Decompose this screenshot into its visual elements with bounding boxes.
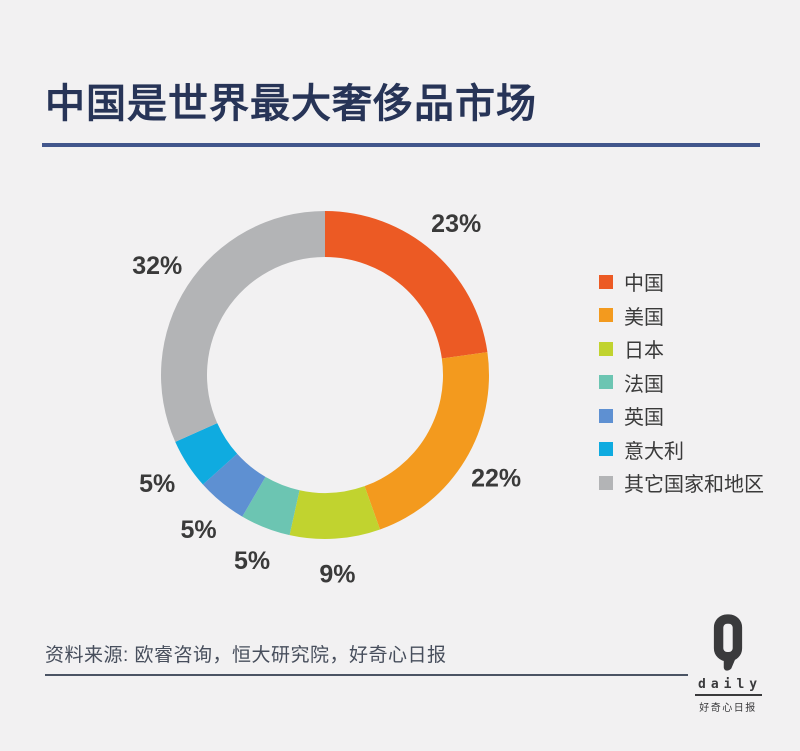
donut-segment-美国: [364, 352, 490, 530]
legend-label: 美国: [624, 306, 664, 329]
donut-segment-意大利: [175, 423, 238, 485]
donut-segment-中国: [325, 211, 488, 359]
legend-swatch-icon: [599, 274, 613, 289]
donut-svg: 23%22%9%5%5%5%32%: [132, 210, 521, 589]
legend-label: 日本: [624, 340, 664, 363]
source-text: 资料来源: 欧睿咨询，恒大研究院，好奇心日报: [45, 645, 447, 666]
legend-swatch-icon: [599, 308, 613, 323]
qdaily-wordmark: daily: [695, 677, 763, 696]
legend-item: 日本: [599, 332, 764, 366]
legend-label: 其它国家和地区: [624, 474, 764, 497]
segment-value-label: 5%: [139, 470, 175, 498]
legend-label: 意大利: [624, 440, 684, 463]
segment-value-label: 23%: [431, 210, 481, 238]
donut-chart: 23% 22% 9% 5% 5% 5% 32%: [105, 155, 545, 595]
legend-label: 英国: [624, 407, 664, 430]
donut-segment-其它国家和地区: [161, 211, 325, 442]
qdaily-caption: 好奇心日报: [699, 703, 757, 714]
title-underline: [42, 143, 760, 147]
legend-item: 美国: [599, 299, 764, 333]
legend-swatch-icon: [599, 442, 613, 457]
legend-item: 意大利: [599, 433, 764, 467]
legend-swatch-icon: [599, 475, 613, 490]
legend-label: 法国: [624, 373, 664, 396]
donut-segment-英国: [202, 453, 266, 517]
segment-value-label: 5%: [181, 516, 217, 544]
legend-swatch-icon: [599, 375, 613, 390]
chart-legend: 中国美国日本法国英国意大利其它国家和地区: [599, 265, 764, 500]
footer-divider: [45, 674, 688, 676]
segment-value-label: 22%: [471, 465, 521, 493]
qdaily-logo: daily 好奇心日报: [695, 612, 763, 714]
legend-item: 其它国家和地区: [599, 466, 764, 500]
legend-label: 中国: [624, 273, 664, 296]
qdaily-q-icon: [713, 614, 743, 671]
page-title: 中国是世界最大奢侈品市场: [45, 82, 537, 126]
segment-value-label: 9%: [319, 561, 355, 589]
donut-segment-法国: [242, 476, 300, 536]
legend-item: 法国: [599, 366, 764, 400]
donut-segment-日本: [289, 486, 381, 539]
legend-swatch-icon: [599, 341, 613, 356]
segment-value-label: 5%: [234, 547, 270, 575]
legend-swatch-icon: [599, 408, 613, 423]
legend-item: 英国: [599, 399, 764, 433]
legend-item: 中国: [599, 265, 764, 299]
segment-value-label: 32%: [132, 252, 182, 280]
